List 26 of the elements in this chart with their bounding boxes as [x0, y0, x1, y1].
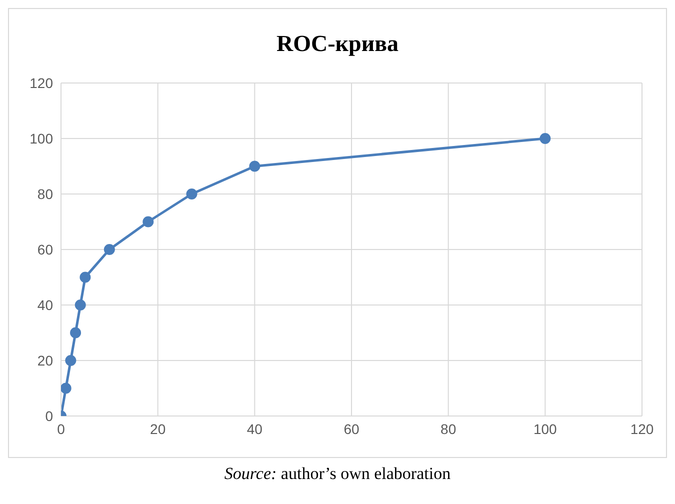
point	[104, 244, 115, 255]
y-tick-label: 60	[37, 241, 54, 258]
source-note: Source: author’s own elaboration	[223, 464, 452, 484]
x-tick-label: 0	[57, 420, 66, 437]
x-tick-label: 60	[344, 420, 360, 437]
y-tick-label: 20	[37, 352, 54, 368]
x-tick-label: 80	[440, 420, 456, 437]
point	[80, 272, 91, 283]
point	[74, 300, 86, 310]
x-tick-label: 20	[150, 420, 166, 437]
point	[61, 382, 72, 394]
point	[70, 327, 82, 338]
y-tick-label: 0	[45, 408, 54, 424]
point	[186, 188, 198, 200]
y-tick-label: 100	[30, 130, 54, 146]
point	[540, 133, 551, 144]
x-tick-label: 40	[246, 420, 263, 437]
x-tick-label: 100	[533, 420, 558, 437]
point	[249, 160, 260, 172]
y-tick-label: 120	[30, 74, 54, 91]
y-tick-label: 40	[37, 296, 54, 313]
chart-title: ROC-крива	[276, 31, 400, 58]
point	[142, 216, 154, 228]
point	[65, 355, 76, 366]
y-tick-label: 80	[37, 186, 54, 202]
x-tick-label: 120	[630, 420, 654, 437]
